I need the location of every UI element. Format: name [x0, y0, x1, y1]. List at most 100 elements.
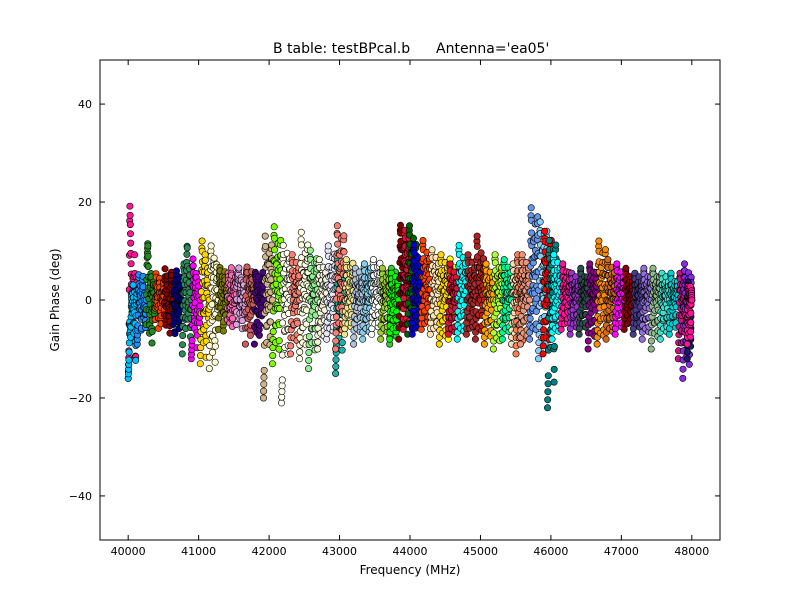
data-point: [305, 332, 313, 340]
data-point: [332, 363, 340, 371]
data-point: [297, 228, 305, 236]
data-point: [275, 345, 283, 353]
data-point: [498, 335, 506, 343]
data-point: [480, 340, 488, 348]
data-point: [544, 372, 552, 380]
data-point: [189, 262, 197, 270]
data-point: [548, 335, 556, 343]
data-point: [471, 335, 479, 343]
data-point: [268, 296, 276, 304]
data-point: [183, 244, 191, 252]
data-point: [210, 254, 218, 262]
data-point: [601, 246, 609, 254]
data-point: [559, 260, 567, 268]
x-tick-label: 40000: [111, 545, 146, 558]
data-point: [314, 345, 322, 353]
data-point: [260, 387, 268, 395]
data-point: [622, 264, 630, 272]
data-point: [482, 260, 490, 268]
data-point: [211, 358, 219, 366]
data-point: [333, 222, 341, 230]
data-point: [269, 352, 277, 360]
data-point: [315, 256, 323, 264]
data-point: [545, 237, 553, 245]
data-point: [267, 276, 275, 284]
data-point: [255, 331, 263, 339]
data-point: [305, 356, 313, 364]
data-point: [359, 335, 367, 343]
x-tick-label: 42000: [252, 545, 287, 558]
data-point: [278, 382, 286, 390]
data-point: [687, 309, 695, 317]
data-point: [227, 264, 235, 272]
data-point: [679, 365, 687, 373]
data-point: [640, 264, 648, 272]
y-tick-label: 20: [78, 196, 92, 209]
chart-subtitle: Antenna='ea05': [436, 41, 549, 57]
data-point: [293, 319, 301, 327]
data-point: [350, 340, 358, 348]
data-point: [539, 350, 547, 358]
y-tick-label: 0: [85, 294, 92, 307]
data-point: [536, 218, 544, 226]
data-point: [250, 340, 258, 348]
data-point: [656, 335, 664, 343]
y-tick-label: 40: [78, 98, 92, 111]
data-point: [437, 251, 445, 259]
data-point: [649, 264, 657, 272]
data-point: [473, 242, 481, 250]
data-point: [334, 240, 342, 248]
data-point: [287, 342, 295, 350]
data-point: [126, 202, 134, 210]
data-point: [500, 256, 508, 264]
data-point: [127, 230, 135, 238]
data-point: [246, 331, 254, 339]
data-point: [305, 348, 313, 356]
data-point: [377, 335, 385, 343]
data-point: [261, 242, 269, 250]
data-point: [196, 360, 204, 368]
data-point: [544, 396, 552, 404]
x-tick-label: 46000: [533, 545, 568, 558]
x-tick-label: 45000: [463, 545, 498, 558]
data-point: [295, 355, 303, 363]
data-point: [279, 241, 287, 249]
data-point: [491, 251, 499, 259]
data-point: [446, 260, 454, 268]
data-point: [350, 333, 358, 341]
data-point: [342, 256, 350, 264]
data-point: [241, 340, 249, 348]
data-point: [455, 241, 463, 249]
data-point: [638, 335, 646, 343]
data-point: [552, 241, 560, 249]
data-point: [604, 256, 612, 264]
data-point: [540, 326, 548, 334]
data-point: [314, 338, 322, 346]
data-point: [541, 227, 549, 235]
data-point: [683, 355, 691, 363]
data-point: [179, 331, 187, 339]
x-tick-label: 48000: [674, 545, 709, 558]
data-point: [338, 346, 346, 354]
data-point: [261, 232, 269, 240]
y-tick-label: −20: [69, 392, 92, 405]
data-point: [543, 404, 551, 412]
data-point: [127, 260, 135, 268]
data-point: [360, 260, 368, 268]
data-point: [453, 335, 461, 343]
data-point: [235, 264, 243, 272]
data-point: [386, 335, 394, 343]
data-point: [340, 248, 348, 256]
data-point: [409, 234, 417, 242]
data-point: [303, 306, 311, 314]
data-point: [132, 356, 140, 364]
data-point: [198, 237, 206, 245]
y-tick-label: −40: [69, 490, 92, 503]
data-point: [259, 268, 267, 276]
data-point: [144, 242, 152, 250]
data-point: [269, 328, 277, 336]
data-point: [687, 318, 695, 326]
data-points: [124, 202, 696, 412]
